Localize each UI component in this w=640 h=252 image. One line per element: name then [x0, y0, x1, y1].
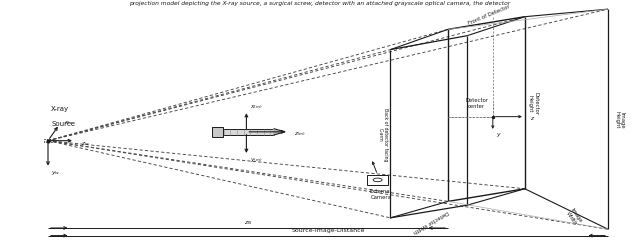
Text: X-ray: X-ray — [51, 105, 69, 111]
Text: $z$: $z$ — [530, 115, 535, 122]
Text: Detector
center: Detector center — [465, 98, 488, 109]
Text: $y_w$: $y_w$ — [51, 169, 61, 177]
Text: projection model depicting the X-ray source, a surgical screw, detector with an : projection model depicting the X-ray sou… — [129, 1, 511, 6]
Text: Source-Image-Distance: Source-Image-Distance — [291, 228, 365, 233]
Text: $z_{(m)}$: $z_{(m)}$ — [294, 131, 307, 138]
Text: Source: Source — [51, 120, 76, 127]
Text: $x_w$: $x_w$ — [64, 118, 74, 126]
Bar — [211, 128, 223, 137]
Text: Image
Width: Image Width — [565, 206, 583, 226]
Text: Back of detector facing
C-arm: Back of detector facing C-arm — [378, 108, 388, 161]
Polygon shape — [274, 129, 285, 136]
Bar — [367, 175, 388, 185]
Text: External
Camera: External Camera — [370, 189, 392, 199]
Text: $y$: $y$ — [496, 131, 502, 139]
Text: Detector Width: Detector Width — [412, 208, 449, 233]
Text: $x_{(m)}$: $x_{(m)}$ — [250, 104, 262, 111]
Text: $z_N$: $z_N$ — [244, 218, 252, 226]
Text: $z_w$: $z_w$ — [81, 140, 90, 148]
Bar — [219, 129, 274, 136]
Text: Front of Detector: Front of Detector — [467, 5, 510, 26]
Text: Image
Height: Image Height — [614, 111, 625, 129]
Text: Detector
Height: Detector Height — [528, 92, 538, 115]
Text: $y_{(m)}$: $y_{(m)}$ — [250, 156, 262, 164]
